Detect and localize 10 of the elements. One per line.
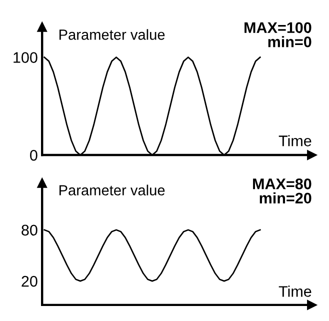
- y-tick-label: 0: [30, 150, 38, 161]
- annotation: MAX=80 min=20: [253, 178, 312, 204]
- x-axis-title: Time: [278, 135, 312, 146]
- y-tick-label: 20: [22, 276, 38, 287]
- annotation: MAX=100 min=0: [244, 22, 312, 48]
- y-tick-label: 100: [14, 52, 38, 63]
- y-axis-title: Parameter value: [59, 29, 165, 40]
- x-axis-title: Time: [278, 286, 312, 297]
- y-tick-label: 80: [22, 224, 38, 236]
- y-axis-title: Parameter value: [59, 184, 165, 196]
